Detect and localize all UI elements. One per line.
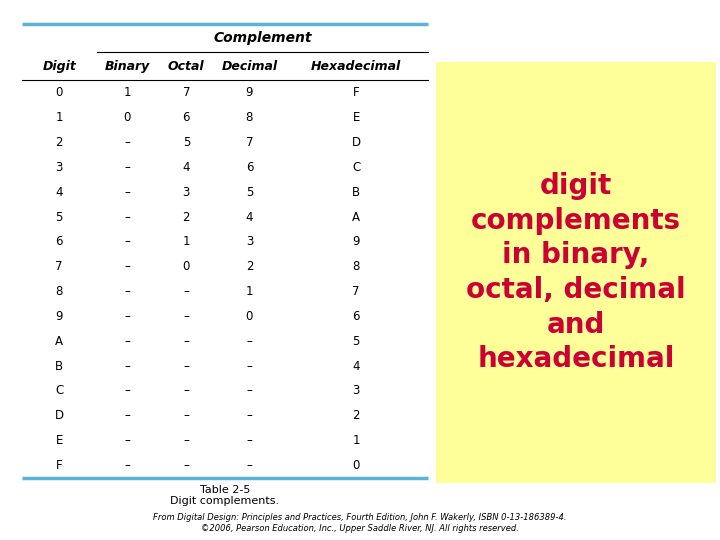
Text: 2: 2	[183, 211, 190, 224]
Text: 4: 4	[353, 360, 360, 373]
Text: 1: 1	[183, 235, 190, 248]
Text: 0: 0	[246, 310, 253, 323]
Text: 0: 0	[124, 111, 131, 124]
Text: F: F	[56, 459, 63, 472]
Text: 2: 2	[353, 409, 360, 422]
Text: E: E	[55, 434, 63, 447]
Text: 1: 1	[353, 434, 360, 447]
Text: 6: 6	[353, 310, 360, 323]
Text: –: –	[125, 335, 130, 348]
Text: D: D	[55, 409, 64, 422]
Text: 3: 3	[55, 161, 63, 174]
Text: E: E	[353, 111, 360, 124]
Text: ©2006, Pearson Education, Inc., Upper Saddle River, NJ. All rights reserved.: ©2006, Pearson Education, Inc., Upper Sa…	[201, 524, 519, 532]
Text: 9: 9	[353, 235, 360, 248]
Text: –: –	[184, 360, 189, 373]
Text: 1: 1	[124, 86, 131, 99]
Text: Hexadecimal: Hexadecimal	[311, 60, 401, 73]
Text: –: –	[184, 310, 189, 323]
Text: 4: 4	[55, 186, 63, 199]
Text: From Digital Design: Principles and Practices, Fourth Edition, John F. Wakerly, : From Digital Design: Principles and Prac…	[153, 513, 567, 522]
Text: –: –	[125, 434, 130, 447]
Text: 6: 6	[246, 161, 253, 174]
Text: –: –	[125, 211, 130, 224]
Text: 5: 5	[246, 186, 253, 199]
Text: 8: 8	[55, 285, 63, 298]
Text: 7: 7	[246, 136, 253, 149]
Text: –: –	[246, 384, 252, 397]
Text: –: –	[246, 459, 252, 472]
Text: –: –	[125, 186, 130, 199]
Text: –: –	[125, 384, 130, 397]
Text: 7: 7	[353, 285, 360, 298]
Text: 0: 0	[183, 260, 190, 273]
Text: 6: 6	[55, 235, 63, 248]
Text: 7: 7	[183, 86, 190, 99]
Text: Binary: Binary	[104, 60, 150, 73]
Text: B: B	[55, 360, 63, 373]
Text: 3: 3	[183, 186, 190, 199]
Text: –: –	[246, 434, 252, 447]
Text: 2: 2	[246, 260, 253, 273]
Text: 0: 0	[55, 86, 63, 99]
FancyBboxPatch shape	[436, 62, 716, 483]
Text: A: A	[55, 335, 63, 348]
Text: –: –	[184, 335, 189, 348]
Text: Table 2-5: Table 2-5	[200, 485, 250, 495]
Text: C: C	[55, 384, 63, 397]
Text: –: –	[125, 235, 130, 248]
Text: Complement: Complement	[213, 31, 312, 45]
Text: –: –	[125, 409, 130, 422]
Text: 5: 5	[353, 335, 360, 348]
Text: –: –	[125, 459, 130, 472]
Text: Digit: Digit	[42, 60, 76, 73]
Text: C: C	[352, 161, 360, 174]
Text: Octal: Octal	[168, 60, 204, 73]
Text: –: –	[125, 136, 130, 149]
Text: –: –	[125, 161, 130, 174]
Text: –: –	[246, 409, 252, 422]
Text: 9: 9	[55, 310, 63, 323]
Text: 7: 7	[55, 260, 63, 273]
Text: A: A	[352, 211, 360, 224]
Text: –: –	[246, 360, 252, 373]
Text: 2: 2	[55, 136, 63, 149]
Text: 6: 6	[183, 111, 190, 124]
Text: 1: 1	[55, 111, 63, 124]
Text: 3: 3	[246, 235, 253, 248]
Text: –: –	[125, 360, 130, 373]
Text: 4: 4	[246, 211, 253, 224]
Text: digit
complements
in binary,
octal, decimal
and
hexadecimal: digit complements in binary, octal, deci…	[466, 172, 686, 373]
Text: B: B	[352, 186, 360, 199]
Text: 3: 3	[353, 384, 360, 397]
Text: –: –	[184, 434, 189, 447]
Text: –: –	[184, 285, 189, 298]
Text: –: –	[125, 260, 130, 273]
Text: Digit complements.: Digit complements.	[171, 496, 279, 506]
Text: 8: 8	[246, 111, 253, 124]
Text: –: –	[125, 310, 130, 323]
Text: –: –	[184, 459, 189, 472]
Text: 8: 8	[353, 260, 360, 273]
Text: F: F	[353, 86, 359, 99]
Text: 9: 9	[246, 86, 253, 99]
Text: D: D	[351, 136, 361, 149]
Text: 5: 5	[55, 211, 63, 224]
Text: –: –	[125, 285, 130, 298]
Text: 1: 1	[246, 285, 253, 298]
Text: 4: 4	[183, 161, 190, 174]
Text: –: –	[246, 335, 252, 348]
Text: –: –	[184, 384, 189, 397]
Text: 0: 0	[353, 459, 360, 472]
Text: –: –	[184, 409, 189, 422]
Text: Decimal: Decimal	[221, 60, 277, 73]
Text: 5: 5	[183, 136, 190, 149]
